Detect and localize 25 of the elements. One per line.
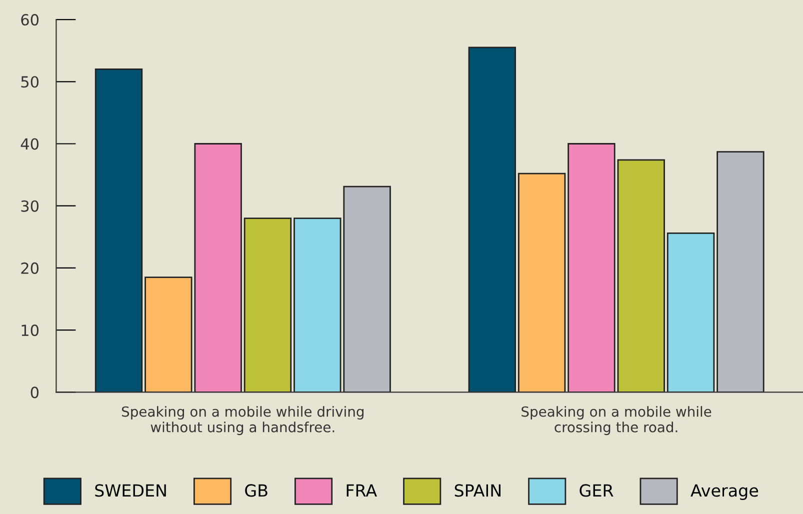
x-tick-label: Speaking on a mobile while driving without using a handsfree.: [122, 406, 364, 436]
legend-label: GER: [580, 484, 614, 497]
bar: [343, 186, 391, 392]
bar: [617, 159, 665, 392]
legend-label: SPAIN: [454, 484, 500, 497]
bar: [244, 218, 292, 392]
y-tick-label: 0: [30, 386, 39, 398]
y-tick-label: 40: [20, 138, 39, 150]
y-tick-label: 30: [21, 200, 39, 212]
bar: [94, 68, 143, 392]
y-tick-label: 20: [21, 262, 39, 274]
legend-label: GB: [245, 484, 268, 497]
legend-label: FRA: [346, 484, 377, 497]
bar: [666, 232, 715, 392]
legend-label: Average: [690, 484, 758, 500]
y-tick-label: 50: [21, 76, 39, 88]
legend-label: SWEDEN: [95, 484, 166, 497]
bar: [468, 46, 516, 392]
y-tick-label: 60: [21, 14, 39, 26]
bar: [294, 218, 342, 392]
bar: [716, 151, 764, 392]
bar: [568, 143, 616, 392]
bar: [518, 172, 566, 392]
y-tick-label: 10: [22, 324, 39, 336]
x-tick-label: Speaking on a mobile while crossing the road.: [522, 406, 712, 436]
